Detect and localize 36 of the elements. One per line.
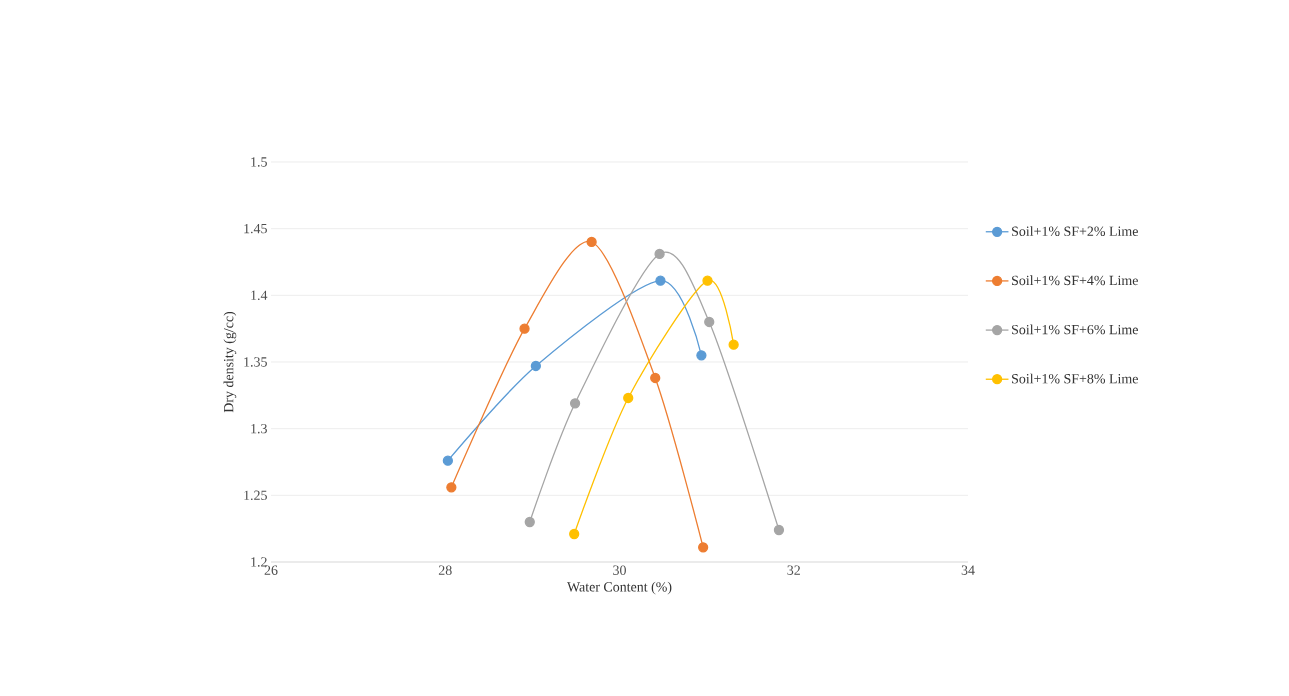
point [442,455,453,466]
point [702,275,713,286]
x-tick-label: 34 [961,565,975,575]
point [530,360,541,372]
point [698,542,709,553]
y-tick-label: 1.3 [251,423,267,434]
point [773,524,785,536]
point [586,236,597,248]
legend-label: Soil+1% SF+4% Lime [1012,275,1138,286]
y-tick-label: 1.25 [244,490,267,501]
y-tick-label: 1.4 [251,290,268,301]
y-axis-title: Dry density (g/cc) [223,311,237,413]
legend-label: Soil+1% SF+8% Lime [1012,373,1138,384]
point [623,392,634,404]
point [728,339,739,350]
x-tick-label: 26 [264,565,278,575]
x-tick-label: 30 [613,565,626,575]
y-tick-label: 1.2 [251,557,267,567]
point [569,528,580,540]
point [704,316,715,328]
point [524,516,535,528]
y-tick-label: 1.45 [244,223,267,234]
x-tick-label: 32 [787,565,800,575]
point [696,350,707,361]
point [446,482,457,493]
point [569,398,581,409]
legend-label: Soil+1% SF+6% Lime [1012,324,1138,335]
x-axis-title: Water Content (%) [567,581,672,595]
point [655,275,666,286]
x-tick-label: 28 [438,565,452,575]
point [650,372,661,384]
y-tick-label: 1.5 [251,157,267,167]
legend-label: Soil+1% SF+2% Lime [1012,226,1138,237]
point [519,323,530,334]
point [654,248,665,260]
y-tick-label: 1.35 [244,357,267,367]
